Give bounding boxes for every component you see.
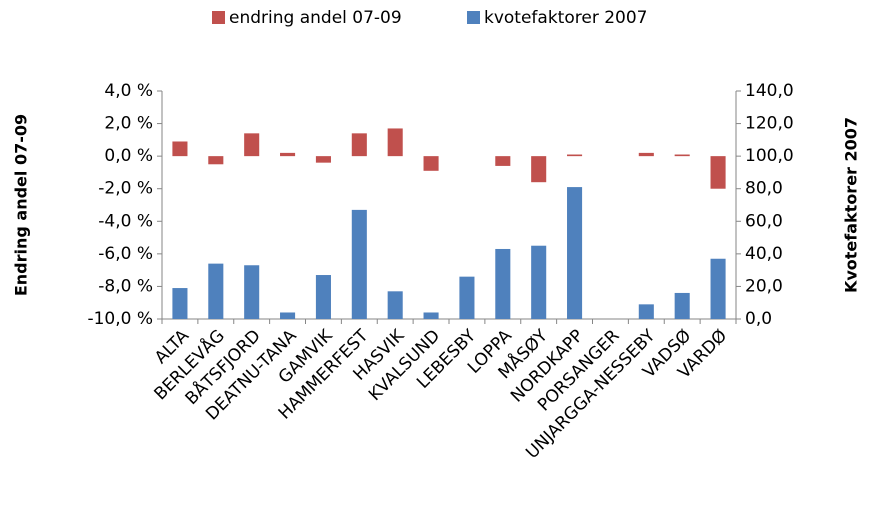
bar [567, 187, 583, 319]
bar [351, 133, 367, 157]
y-tick-label: 2,0 % [104, 114, 153, 134]
bar [423, 156, 439, 171]
y2-tick-label: 140,0 [745, 81, 794, 101]
bar [208, 156, 224, 165]
y-tick-label: 4,0 % [104, 81, 153, 101]
y-axis-title: Endring andel 07-09 [12, 114, 31, 296]
bar [531, 245, 547, 319]
bar [387, 128, 403, 157]
bar [244, 133, 260, 157]
y2-tick-label: 60,0 [745, 211, 783, 231]
bar [674, 292, 690, 319]
bar [495, 248, 511, 319]
y-tick-label: -4,0 % [98, 211, 153, 231]
y2-axis-title: Kvotefaktorer 2007 [842, 117, 861, 293]
bar [710, 258, 726, 319]
bar [531, 156, 547, 183]
bar [244, 265, 260, 319]
bar [495, 156, 511, 166]
legend-label: endring andel 07-09 [229, 8, 402, 28]
bar [710, 156, 726, 189]
y2-tick-label: 20,0 [745, 276, 783, 296]
bar [280, 152, 296, 157]
y2-tick-label: 0,0 [745, 309, 772, 329]
bar [172, 288, 188, 319]
y2-tick-label: 100,0 [745, 146, 794, 166]
bar [172, 141, 188, 157]
bar [567, 154, 583, 157]
bar [208, 263, 224, 319]
legend-label: kvotefaktorer 2007 [484, 8, 647, 28]
y-tick-label: 0,0 % [104, 146, 153, 166]
y2-tick-label: 120,0 [745, 114, 794, 134]
bar [315, 156, 331, 163]
bar [459, 276, 475, 319]
bar [387, 291, 403, 319]
bar [280, 312, 296, 319]
bar [315, 275, 331, 319]
y-tick-label: -10,0 % [87, 309, 153, 329]
bar [423, 312, 439, 319]
legend-swatch [212, 11, 225, 24]
y2-tick-label: 80,0 [745, 179, 783, 199]
y-tick-label: -2,0 % [98, 179, 153, 199]
y-tick-label: -8,0 % [98, 276, 153, 296]
bar [351, 209, 367, 319]
y2-tick-label: 40,0 [745, 244, 783, 264]
bar [674, 154, 690, 157]
legend-swatch [467, 11, 480, 24]
bar [638, 304, 654, 319]
y-tick-label: -6,0 % [98, 244, 153, 264]
bar [638, 152, 654, 157]
